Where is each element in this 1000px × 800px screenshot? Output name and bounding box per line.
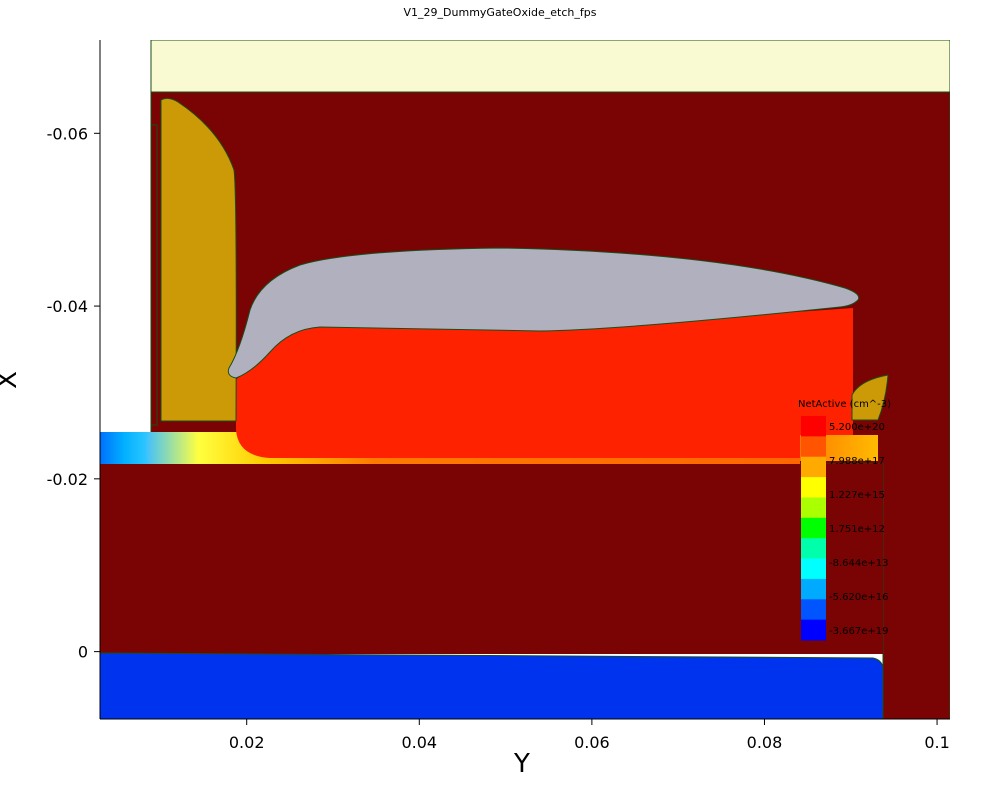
colorbar-label: 1.227e+15: [829, 490, 885, 501]
substrate-region: [100, 464, 883, 654]
colorbar-band: [801, 558, 826, 580]
y-axis-label: X: [0, 371, 23, 389]
colorbar-band: [801, 578, 826, 600]
colorbar-label: -8.644e+13: [829, 558, 889, 569]
x-tick-label: 0.06: [574, 733, 610, 752]
source-region: [100, 432, 148, 464]
colorbar-label: 7.988e+17: [829, 456, 885, 467]
colorbar-labels: 5.200e+20 7.988e+17 1.227e+15 1.751e+12 -8.6…: [829, 422, 889, 637]
y-tick-label: -0.04: [47, 297, 88, 316]
colorbar-band: [801, 599, 826, 621]
y-tick-label: -0.06: [47, 124, 88, 143]
chart-title: V1_29_DummyGateOxide_etch_fps: [403, 6, 597, 19]
y-tick-label: -0.02: [47, 470, 88, 489]
y-tick-label: 0: [78, 643, 88, 662]
colorbar-band: [801, 416, 826, 437]
colorbar-label: -5.620e+16: [829, 592, 889, 603]
colorbar-label: 5.200e+20: [829, 422, 885, 433]
channel-doped-region: [236, 308, 853, 458]
nitride-cap-region: [150, 40, 950, 93]
p-well-region: [100, 652, 884, 719]
y-ticks: -0.06 -0.04 -0.02 0: [47, 124, 100, 662]
liner-region: [150, 124, 158, 426]
x-axis-label: Y: [513, 749, 530, 779]
colorbar-label: 1.751e+12: [829, 524, 885, 535]
x-tick-label: 0.08: [747, 733, 783, 752]
colorbar-band: [801, 619, 826, 641]
oxide-spacer-right: [851, 374, 889, 421]
x-tick-label: 0.04: [401, 733, 437, 752]
colorbar-title: NetActive (cm^-3): [798, 399, 891, 410]
colorbar-label: -3.667e+19: [829, 626, 889, 637]
colorbar-band: [801, 538, 826, 560]
colorbar-band: [801, 477, 826, 498]
x-ticks: 0.02 0.04 0.06 0.08 0.1: [229, 719, 950, 752]
colorbar-bands: [801, 416, 826, 641]
colorbar-band: [801, 456, 826, 478]
colorbar-band: [801, 497, 826, 519]
x-tick-label: 0.02: [229, 733, 265, 752]
oxide-spacer-left: [160, 97, 237, 422]
colorbar: NetActive (cm^-3) 5.200e+20 7.988e+17 1.22…: [798, 399, 891, 641]
colorbar-band: [801, 436, 826, 458]
x-tick-label: 0.1: [924, 733, 949, 752]
gate-region: [227, 247, 860, 379]
colorbar-band: [801, 517, 826, 539]
